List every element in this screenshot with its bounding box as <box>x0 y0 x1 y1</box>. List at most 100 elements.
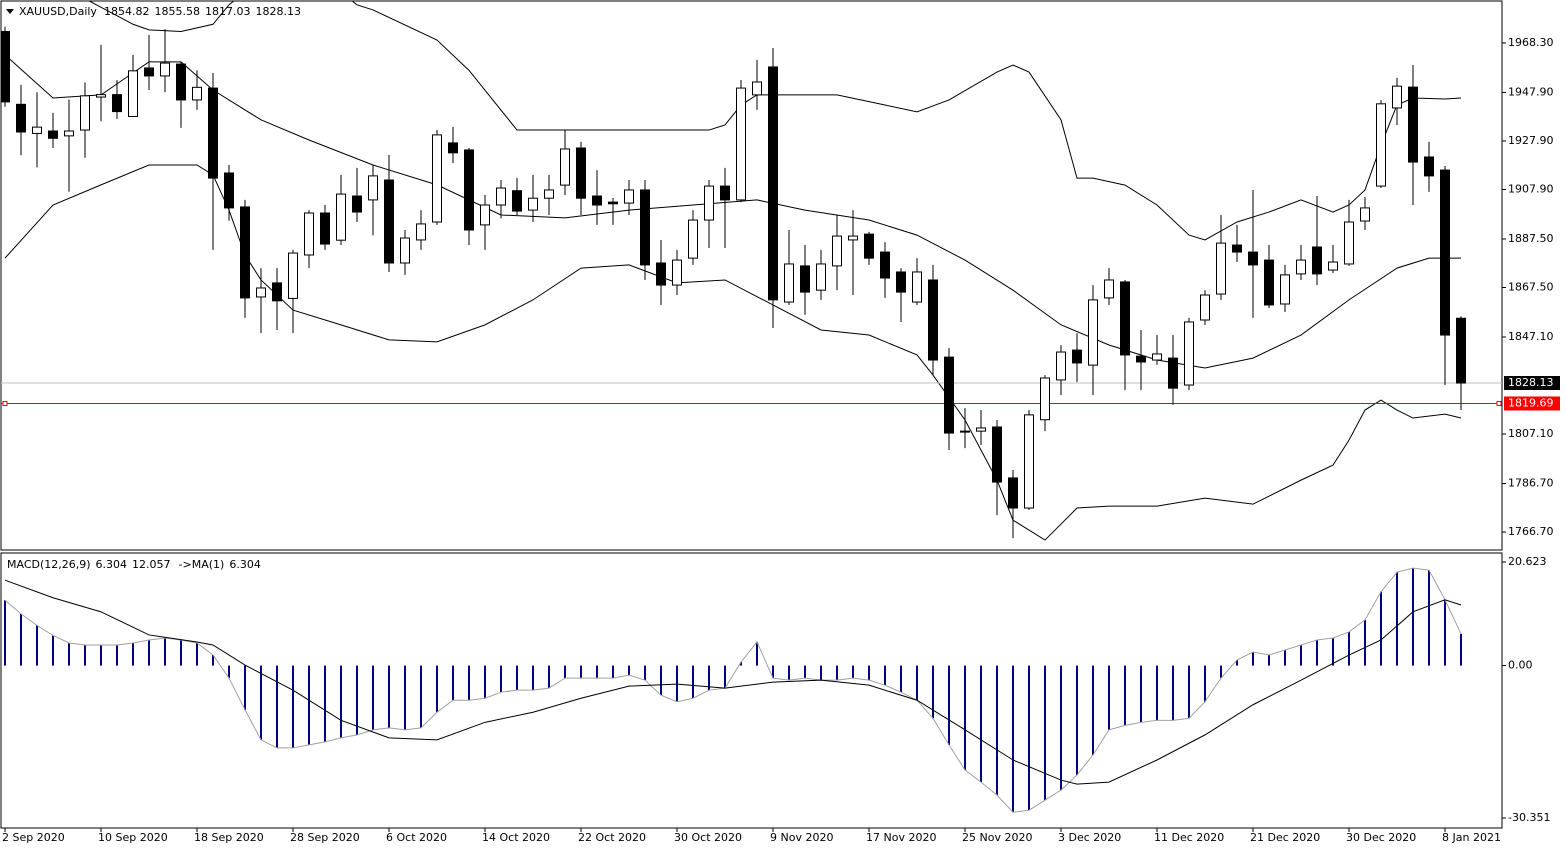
macd-header: MACD(12,26,9) 6.304 12.057 ->MA(1) 6.304 <box>7 558 261 571</box>
candle-body <box>544 189 554 199</box>
candle-body <box>512 190 522 212</box>
candle-body <box>736 87 746 201</box>
candle-body <box>688 219 698 259</box>
y-tick-label: 1786.70 <box>1508 477 1554 490</box>
candle-body <box>192 86 202 101</box>
candle-body <box>608 201 618 205</box>
candle-body <box>1264 259 1274 306</box>
candle-body <box>1408 86 1418 163</box>
y-tick-label: 1927.90 <box>1508 134 1554 147</box>
x-tick-label: 22 Oct 2020 <box>578 831 646 844</box>
candle-body <box>96 94 106 98</box>
candle-body <box>32 126 42 134</box>
x-tick-label: 9 Nov 2020 <box>770 831 833 844</box>
candle-body <box>784 263 794 303</box>
candle-body <box>976 427 986 432</box>
y-tick-label: 1867.50 <box>1508 280 1554 293</box>
candle-body <box>1200 294 1210 321</box>
price-line-handle <box>1496 400 1502 406</box>
x-tick-label: 30 Oct 2020 <box>674 831 742 844</box>
candle-body <box>1088 299 1098 366</box>
macd-label: MACD(12,26,9) <box>7 558 91 571</box>
candle-body <box>144 67 154 77</box>
candle-body <box>400 237 410 264</box>
candle-body <box>1232 244 1242 253</box>
candle-body <box>176 63 186 101</box>
candle-body <box>1440 169 1450 336</box>
candle-body <box>272 282 282 302</box>
candle-body <box>768 66 778 301</box>
candle-body <box>1296 259 1306 275</box>
candle-body <box>656 262 666 286</box>
candle-body <box>1168 357 1178 389</box>
x-tick-label: 10 Sep 2020 <box>98 831 168 844</box>
candle-body <box>384 179 394 264</box>
candle-body <box>320 212 330 245</box>
middle-band <box>4 54 1461 369</box>
signal-value: 12.057 <box>132 558 171 571</box>
candle-body <box>304 212 314 256</box>
ma-value: 6.304 <box>229 558 261 571</box>
macd-panel <box>0 552 1503 829</box>
candle-body <box>432 134 442 223</box>
x-tick-label: 17 Nov 2020 <box>866 831 936 844</box>
candle-body <box>960 430 970 433</box>
candle-body <box>1040 377 1050 421</box>
candle-body <box>1312 246 1322 275</box>
last-price-label: 1828.13 <box>1508 376 1554 389</box>
candle-body <box>288 252 298 299</box>
y-tick-label: 1807.10 <box>1508 427 1554 440</box>
candle-body <box>1104 279 1114 299</box>
high-value: 1855.58 <box>154 5 200 18</box>
candle-body <box>592 195 602 206</box>
x-tick-label: 21 Dec 2020 <box>1250 831 1320 844</box>
candle-body <box>1216 242 1226 295</box>
x-tick-label: 2 Sep 2020 <box>2 831 65 844</box>
candle-body <box>224 172 234 209</box>
candle-body <box>208 87 218 179</box>
main-panel <box>0 0 1503 551</box>
candle-body <box>1376 103 1386 187</box>
candle-body <box>1056 351 1066 381</box>
candle-body <box>528 197 538 211</box>
x-tick-label: 6 Oct 2020 <box>386 831 447 844</box>
macd-ma-line <box>4 567 1462 813</box>
close-value: 1828.13 <box>255 5 301 18</box>
x-tick-label: 28 Sep 2020 <box>290 831 360 844</box>
candle-body <box>816 263 826 291</box>
candle-body <box>1 31 10 103</box>
price-line-handle <box>2 400 8 406</box>
y-tick-label: -30.351 <box>1508 811 1550 824</box>
candle-body <box>1248 251 1258 266</box>
candle-body <box>256 287 266 298</box>
menu-triangle[interactable] <box>6 9 14 14</box>
candle-body <box>1152 353 1162 361</box>
price-line-label: 1819.69 <box>1508 396 1554 409</box>
candle-body <box>848 235 858 241</box>
y-tick-label: 20.623 <box>1508 555 1547 568</box>
candle-body <box>240 206 250 299</box>
macd-plot <box>4 567 1462 813</box>
candle-body <box>112 94 122 113</box>
candle-body <box>752 81 762 96</box>
x-tick-label: 11 Dec 2020 <box>1154 831 1224 844</box>
x-tick-label: 30 Dec 2020 <box>1346 831 1416 844</box>
candle-body <box>1024 414 1034 509</box>
candle-body <box>48 130 58 139</box>
candle-body <box>576 147 586 199</box>
main-plot <box>1 1 1502 541</box>
candle-body <box>880 251 890 279</box>
candle-body <box>448 142 458 154</box>
candle-body <box>640 189 650 266</box>
candle-body <box>560 148 570 186</box>
candle-body <box>336 193 346 241</box>
ma-label: ->MA(1) <box>179 558 225 571</box>
candle-body <box>912 271 922 303</box>
y-tick-label: 1968.30 <box>1508 36 1554 49</box>
candle-body <box>896 271 906 293</box>
candle-body <box>368 175 378 201</box>
candle-body <box>1136 355 1146 363</box>
candle-body <box>704 185 714 221</box>
candle-body <box>832 235 842 267</box>
